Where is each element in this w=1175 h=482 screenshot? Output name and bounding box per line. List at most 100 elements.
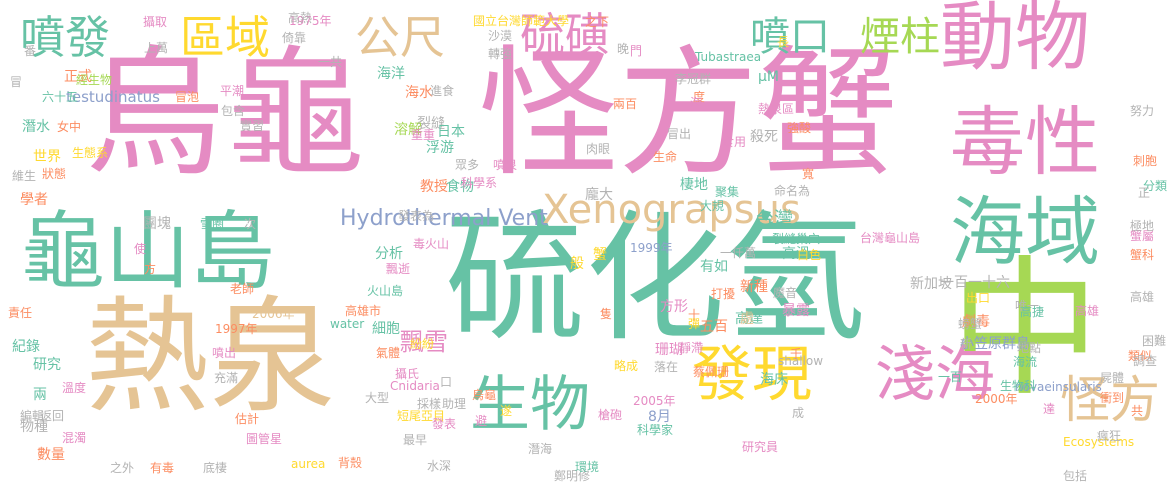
cloud-word: 聚集 bbox=[715, 186, 739, 198]
cloud-word: 一百 bbox=[938, 371, 962, 383]
cloud-word: 調查 bbox=[1133, 355, 1157, 367]
cloud-word: 蟹科 bbox=[1130, 249, 1154, 261]
cloud-word: 8月 bbox=[648, 410, 671, 424]
cloud-word: 眾多 bbox=[455, 159, 479, 171]
cloud-word: 背殼 bbox=[338, 457, 362, 469]
cloud-word: 熱泉區 bbox=[758, 103, 794, 115]
cloud-word: 1997年 bbox=[215, 323, 258, 335]
cloud-word: 殺死 bbox=[750, 130, 778, 144]
cloud-word: 屍體 bbox=[1100, 372, 1124, 384]
cloud-word: 食用 bbox=[722, 136, 746, 148]
cloud-word: 方 bbox=[144, 263, 156, 275]
cloud-word: 長 bbox=[777, 36, 789, 48]
cloud-word: 沙漠 bbox=[488, 30, 512, 42]
cloud-word: 裂縫巢穴 bbox=[772, 233, 820, 245]
cloud-word: 命名為 bbox=[774, 185, 810, 197]
cloud-word: 環境 bbox=[575, 461, 599, 473]
cloud-word: 維生 bbox=[12, 170, 36, 182]
cloud-word: 2005年 bbox=[633, 395, 676, 407]
cloud-word: 般 bbox=[570, 257, 584, 271]
cloud-word: 平潮 bbox=[220, 85, 244, 97]
cloud-word: 發表為 bbox=[398, 210, 434, 222]
cloud-word: 底棲 bbox=[203, 462, 227, 474]
cloud-word: 浮游 bbox=[426, 141, 454, 155]
cloud-word: 彈 bbox=[688, 318, 700, 330]
cloud-word: 分析 bbox=[375, 247, 403, 261]
cloud-word: 新種 bbox=[740, 280, 768, 294]
cloud-word: 台灣 bbox=[755, 210, 793, 229]
cloud-word: 海水 bbox=[405, 86, 433, 100]
cloud-word: 之外 bbox=[110, 462, 134, 474]
cloud-word: 責任 bbox=[8, 307, 32, 319]
cloud-word: 圖管星 bbox=[246, 433, 282, 445]
cloud-word: 飄逝 bbox=[386, 263, 410, 275]
cloud-word: 一仟萬 bbox=[720, 247, 756, 259]
cloud-word: 毒火山 bbox=[413, 238, 449, 250]
cloud-word: 2000年 bbox=[975, 393, 1018, 405]
cloud-word: testudinatus bbox=[66, 90, 160, 105]
cloud-word: 肉眼 bbox=[586, 143, 610, 155]
cloud-word: 助理 bbox=[442, 398, 466, 410]
cloud-word: 使 bbox=[134, 243, 146, 255]
cloud-word: 高捷 bbox=[1020, 306, 1044, 318]
cloud-word: 龐大 bbox=[585, 188, 613, 202]
cloud-word: 轉強 bbox=[488, 48, 512, 60]
cloud-word: 潛海 bbox=[528, 443, 552, 455]
cloud-word: 毒性 bbox=[950, 105, 1100, 180]
cloud-word: 雪圈 bbox=[200, 218, 224, 230]
cloud-word: 火山島 bbox=[367, 285, 403, 297]
cloud-word: 最早 bbox=[403, 434, 427, 446]
cloud-word: 五百 bbox=[700, 320, 728, 334]
cloud-word: 寬 bbox=[802, 168, 814, 180]
cloud-word: Cnidaria bbox=[390, 380, 440, 392]
cloud-word: 口 bbox=[440, 376, 452, 388]
cloud-word: 老師 bbox=[230, 283, 254, 295]
cloud-word: 處 bbox=[740, 312, 754, 326]
cloud-word: 公尺 bbox=[355, 15, 445, 60]
cloud-word: 女中 bbox=[57, 121, 81, 133]
cloud-word: 高雄市 bbox=[345, 305, 381, 317]
cloud-word: 返回 bbox=[40, 410, 64, 422]
cloud-word: 李冠群 bbox=[675, 73, 711, 85]
cloud-word: 動物 bbox=[940, 0, 1090, 75]
cloud-word: 生物科 bbox=[1000, 380, 1036, 392]
cloud-word: 大規 bbox=[700, 200, 724, 212]
cloud-word: 高雄 bbox=[1075, 305, 1099, 317]
cloud-word: 生態系 bbox=[72, 147, 108, 159]
cloud-word: 混濁 bbox=[62, 432, 86, 444]
cloud-word: 團塊 bbox=[143, 217, 171, 231]
cloud-word: 科學系 bbox=[461, 177, 497, 189]
cloud-word: 新 bbox=[960, 338, 972, 350]
cloud-word: 次 bbox=[244, 218, 256, 230]
cloud-word: 兩 bbox=[33, 388, 47, 402]
cloud-word: 之下 bbox=[585, 16, 609, 28]
cloud-word: 紛紛 bbox=[410, 338, 434, 350]
cloud-word: 紀錄 bbox=[12, 340, 40, 354]
cloud-word: 1999年 bbox=[630, 242, 673, 254]
cloud-word: 有如 bbox=[700, 260, 728, 274]
cloud-word: 噴泉 bbox=[493, 159, 517, 171]
cloud-word: 蔡佩珊 bbox=[693, 366, 729, 378]
cloud-word: 一百一十六 bbox=[940, 276, 1010, 290]
cloud-word: 科學家 bbox=[637, 424, 673, 436]
cloud-word: 強酸 bbox=[787, 122, 811, 134]
cloud-word: 冒出 bbox=[667, 128, 691, 140]
cloud-word: 區域 bbox=[180, 15, 270, 60]
cloud-word: 數量 bbox=[37, 448, 65, 462]
cloud-word: 教授 bbox=[420, 180, 448, 194]
cloud-word: 地點 bbox=[1017, 342, 1041, 354]
cloud-word: 共 bbox=[1131, 405, 1143, 417]
cloud-word: 遂 bbox=[500, 405, 512, 417]
cloud-word: μM bbox=[758, 70, 779, 84]
cloud-word: 避 bbox=[475, 415, 487, 427]
cloud-word: 正 bbox=[1138, 187, 1150, 199]
cloud-word: 有毒 bbox=[150, 462, 174, 474]
cloud-word: Tubastraea bbox=[695, 51, 761, 63]
cloud-word: 螃蟹 bbox=[958, 318, 982, 330]
cloud-word: 成 bbox=[792, 407, 804, 419]
cloud-word: 台灣龜山島 bbox=[860, 232, 920, 244]
cloud-word: 溫度 bbox=[62, 382, 86, 394]
cloud-word: 包括 bbox=[1063, 470, 1087, 482]
cloud-word: 槍砲 bbox=[598, 409, 622, 421]
